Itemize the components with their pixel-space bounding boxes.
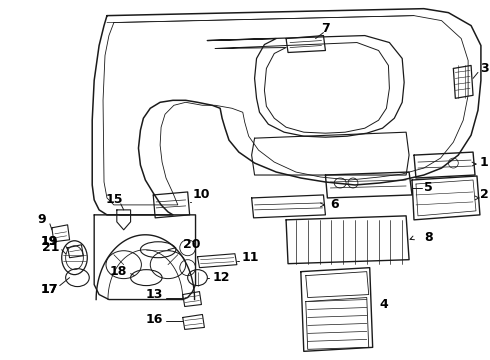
Text: 1: 1 <box>480 156 489 168</box>
Text: 18: 18 <box>109 265 126 278</box>
Text: 3: 3 <box>480 62 489 75</box>
Text: 15: 15 <box>105 193 122 206</box>
Text: 19: 19 <box>40 235 58 248</box>
Text: 4: 4 <box>380 298 388 311</box>
Text: 9: 9 <box>38 213 47 226</box>
Text: 7: 7 <box>321 22 330 35</box>
Text: 16: 16 <box>146 313 163 326</box>
Text: 19: 19 <box>40 235 58 248</box>
Text: 5: 5 <box>424 181 433 194</box>
Text: 12: 12 <box>212 271 230 284</box>
Text: 10: 10 <box>193 188 210 202</box>
Text: 17: 17 <box>40 283 58 296</box>
Text: 21: 21 <box>42 241 60 254</box>
Text: 6: 6 <box>330 198 339 211</box>
Text: 13: 13 <box>146 288 163 301</box>
Text: 2: 2 <box>480 188 489 202</box>
Text: 20: 20 <box>183 238 200 251</box>
Text: 17: 17 <box>40 283 58 296</box>
Text: 8: 8 <box>424 231 433 244</box>
Text: 11: 11 <box>242 251 259 264</box>
